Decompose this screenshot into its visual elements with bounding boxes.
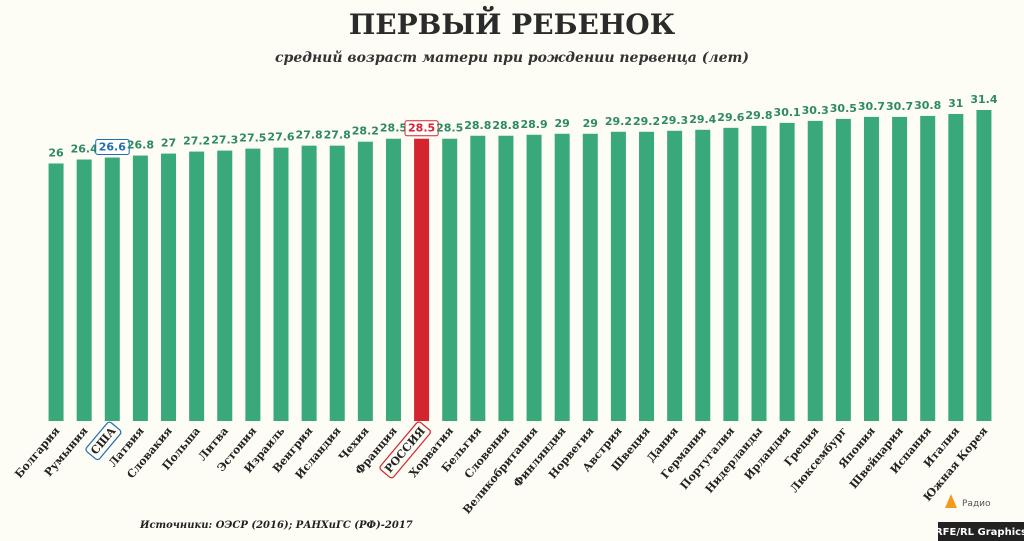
bar (132, 155, 148, 421)
bar (667, 130, 683, 421)
bar (779, 122, 795, 421)
value-label: 28.9 (520, 118, 547, 131)
bar (470, 135, 486, 421)
bar (414, 138, 430, 421)
value-label: 30.7 (886, 100, 913, 113)
value-label: 30.8 (914, 99, 941, 112)
bar (385, 138, 401, 421)
value-label: 29.3 (661, 114, 688, 127)
value-label: 28.5 (380, 122, 407, 135)
bar (863, 116, 879, 422)
value-label: 28.2 (352, 125, 379, 138)
bar (695, 129, 711, 422)
bar (582, 133, 598, 422)
bar (807, 120, 823, 422)
category-box (379, 421, 431, 479)
value-label: 29.2 (633, 115, 660, 128)
value-label-box (404, 120, 439, 137)
chart-subtitle: средний возраст матери при рождении перв… (275, 49, 749, 66)
value-label: 30.3 (802, 104, 829, 117)
bar (610, 131, 626, 422)
value-label-box (95, 139, 130, 156)
value-label: 29 (555, 117, 570, 130)
bar (723, 127, 739, 421)
bar (329, 145, 345, 421)
value-label: 26.8 (127, 139, 154, 152)
category-box (85, 421, 122, 461)
value-label: 26 (48, 146, 64, 159)
bar (526, 134, 542, 421)
bar (639, 131, 655, 422)
value-label: 28.8 (492, 119, 519, 132)
value-label: 30.1 (774, 106, 801, 119)
bar (189, 151, 205, 421)
chart-title: ПЕРВЫЙ РЕБЕНОК (349, 6, 676, 41)
bar (892, 116, 908, 422)
source: Источники: ОЭСР (2016); РАНХиГС (РФ)-201… (139, 520, 413, 531)
bar (835, 118, 851, 422)
logo: Радио (962, 499, 991, 509)
value-label: 28.8 (464, 119, 491, 132)
bar (498, 135, 514, 421)
bar (48, 163, 64, 421)
bar (301, 145, 317, 421)
bar (751, 125, 767, 421)
value-label: 27.8 (324, 129, 351, 142)
value-label: 27 (161, 137, 176, 150)
value-label: 30.5 (830, 102, 857, 115)
value-label: 27.5 (239, 132, 266, 145)
bar (976, 110, 992, 421)
credit-box (938, 522, 1024, 541)
bar (76, 159, 92, 422)
credit: RFE/RL Graphics (935, 527, 1024, 538)
bar (442, 138, 458, 421)
bar (245, 148, 261, 422)
value-label: 29.8 (745, 109, 772, 122)
value-label: 31 (948, 97, 963, 110)
value-label: 26.4 (71, 143, 98, 156)
value-label: 29 (583, 117, 598, 130)
value-label: 27.2 (183, 135, 210, 148)
bar (920, 115, 936, 421)
value-label: 27.6 (267, 131, 294, 144)
value-label: 26.6 (99, 141, 126, 154)
bar (948, 113, 964, 421)
value-label: 31.4 (970, 93, 997, 106)
value-label: 28.5 (436, 122, 463, 135)
value-label: 28.5 (408, 122, 435, 135)
bar (554, 133, 570, 422)
logo-icon (945, 494, 957, 508)
value-label: 30.7 (858, 100, 885, 113)
bar (273, 147, 289, 421)
bar (217, 150, 233, 421)
value-label: 27.3 (211, 134, 238, 147)
bar (104, 157, 120, 422)
value-label: 27.8 (296, 129, 323, 142)
value-label: 29.4 (689, 113, 716, 126)
bar (357, 141, 373, 421)
value-label: 29.6 (717, 111, 744, 124)
value-label: 29.2 (605, 115, 632, 128)
bar (161, 153, 177, 421)
